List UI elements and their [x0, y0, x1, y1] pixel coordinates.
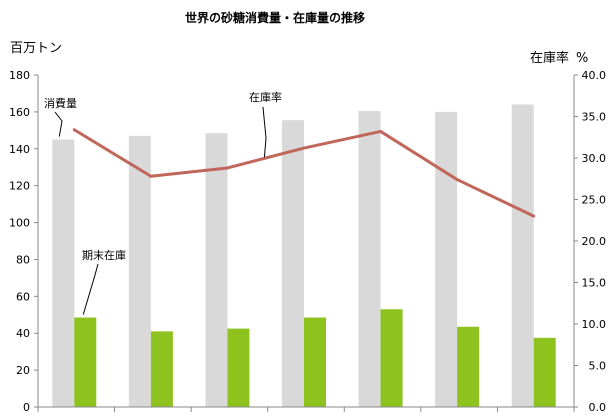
point-stock-ratio: [379, 129, 383, 133]
y-left-axis-label: 百万トン: [10, 41, 62, 56]
point-stock-ratio: [455, 178, 459, 182]
annotation-arrow-stock-ratio: [262, 106, 267, 158]
y-left-tick-label: 100: [9, 217, 30, 230]
y-right-tick-label: 5.0: [589, 360, 607, 373]
bar-consumption: [52, 139, 75, 408]
y-right-tick-label: 20.0: [582, 235, 607, 248]
y-left-tick-label: 20: [16, 364, 30, 377]
bar-consumption: [511, 104, 534, 407]
annotation-arrow-consumption: [54, 111, 63, 137]
bar-consumption: [205, 133, 228, 407]
y-left-tick-label: 120: [9, 180, 30, 193]
bar-consumption: [128, 135, 151, 407]
chart-title: 世界の砂糖消費量・在庫量の推移: [185, 10, 365, 25]
annotation-ending-stock: 期末在庫: [82, 248, 126, 262]
y-left-tick-label: 40: [16, 327, 30, 340]
y-right-tick-label: 0.0: [589, 401, 607, 414]
annotation-stock-ratio: 在庫率: [249, 90, 282, 104]
point-stock-ratio: [149, 174, 153, 178]
y-left-tick-label: 80: [16, 253, 30, 266]
y-right-tick-label: 10.0: [582, 318, 607, 331]
y-left-tick-label: 160: [9, 106, 30, 119]
bar-ending-stock: [150, 331, 173, 407]
y-right-axis-unit: %: [576, 51, 588, 66]
bar-consumption: [358, 110, 381, 407]
point-stock-ratio: [532, 214, 536, 218]
bar-consumption: [282, 120, 304, 407]
bar-ending-stock: [457, 326, 480, 407]
y-right-tick-label: 40.0: [582, 69, 607, 82]
y-left-tick-label: 180: [9, 69, 30, 82]
y-left-tick-label: 140: [9, 143, 30, 156]
bar-ending-stock: [304, 317, 326, 407]
y-left-tick-label: 60: [16, 290, 30, 303]
point-stock-ratio: [302, 146, 306, 150]
point-stock-ratio: [225, 166, 229, 170]
bar-ending-stock: [533, 337, 556, 407]
y-right-tick-label: 25.0: [582, 194, 607, 207]
y-right-tick-label: 35.0: [582, 111, 607, 124]
bar-consumption: [435, 111, 458, 407]
y-right-tick-label: 30.0: [582, 152, 607, 165]
bar-ending-stock: [74, 317, 97, 407]
y-right-tick-label: 15.0: [582, 277, 607, 290]
annotation-arrow-ending-stock: [82, 263, 99, 315]
annotation-consumption: 消費量: [44, 96, 77, 110]
y-left-tick-label: 0: [23, 401, 30, 414]
plot-area: 03/0404/0505/0606/0707/0808/0909/1002040…: [9, 69, 607, 414]
y-right-axis-label: 在庫率: [530, 50, 569, 66]
bar-ending-stock: [227, 328, 250, 407]
point-stock-ratio: [72, 128, 76, 132]
bar-ending-stock: [380, 309, 403, 407]
